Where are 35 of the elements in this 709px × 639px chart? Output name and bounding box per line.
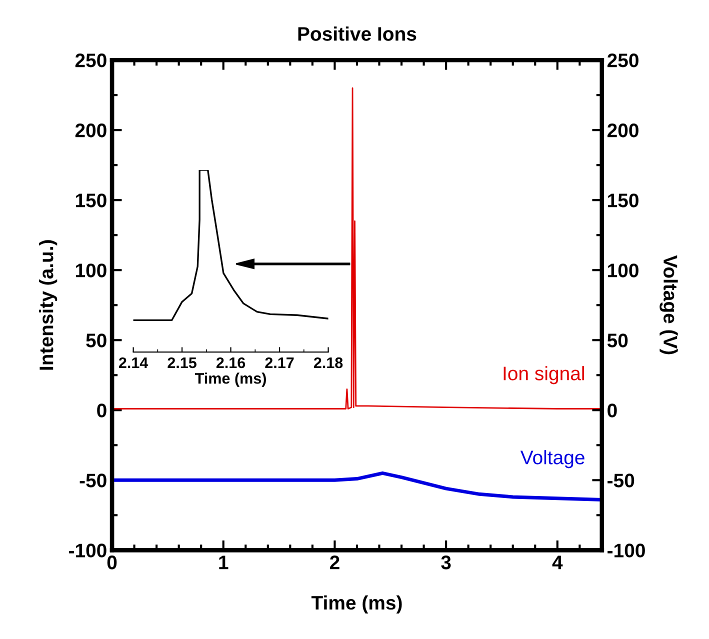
x-tick-label: 1 — [219, 556, 228, 570]
y2-tick-label: 250 — [607, 54, 638, 68]
y2-tick-label: 100 — [608, 264, 638, 278]
y-tick-label: 150 — [76, 194, 106, 208]
x-tick-label: 2.18 — [314, 357, 343, 368]
x-tick-label: 2.17 — [265, 357, 294, 368]
x-tick-label: 2.16 — [216, 357, 246, 368]
y-tick-label: 200 — [75, 124, 106, 138]
y-tick-label: 50 — [86, 334, 106, 348]
y2-tick-label: 0 — [608, 404, 617, 418]
y-tick-label: 0 — [97, 404, 106, 418]
y2-tick-label: 50 — [607, 334, 628, 348]
chart-title: Positive Ions — [298, 26, 416, 41]
series-label: Ion signal — [504, 366, 584, 384]
x-axis-title: Time (ms) — [311, 595, 402, 614]
x-tick-label: 2.15 — [168, 357, 196, 368]
x-tick-label: 3 — [441, 556, 451, 570]
y-axis-title: Intensity (a.u.) — [39, 240, 58, 370]
y-tick-label: 100 — [76, 264, 106, 278]
x-tick-label: 2 — [330, 556, 340, 570]
series-label: Voltage — [520, 450, 584, 468]
line-series — [112, 87, 602, 410]
x-tick-label: 2.14 — [118, 357, 148, 368]
y2-tick-label: 150 — [608, 194, 638, 208]
y-tick-label: 250 — [75, 54, 106, 68]
x-tick-label: 4 — [552, 556, 563, 570]
y2-tick-label: -50 — [608, 474, 634, 488]
y2-tick-label: 200 — [607, 124, 638, 138]
y2-axis-title: Voltage (V) — [660, 255, 678, 354]
line-series — [112, 471, 602, 502]
x-axis-title: Time (ms) — [195, 372, 266, 387]
y-tick-label: -100 — [69, 544, 106, 558]
y2-tick-label: -100 — [608, 544, 645, 558]
x-tick-label: 0 — [107, 556, 117, 570]
y-tick-label: -50 — [80, 474, 106, 488]
